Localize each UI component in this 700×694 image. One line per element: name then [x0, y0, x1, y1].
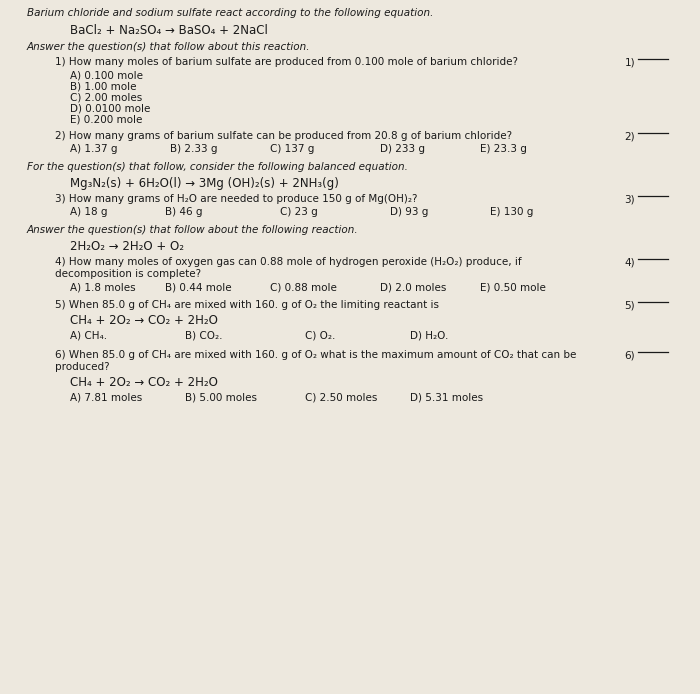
Text: A) 7.81 moles: A) 7.81 moles	[70, 392, 142, 402]
Text: B) 46 g: B) 46 g	[165, 207, 202, 217]
Text: D) 233 g: D) 233 g	[380, 144, 425, 154]
Text: D) 5.31 moles: D) 5.31 moles	[410, 392, 483, 402]
Text: 3): 3)	[624, 194, 635, 204]
Text: D) 0.0100 mole: D) 0.0100 mole	[70, 103, 150, 113]
Text: C) O₂.: C) O₂.	[305, 330, 335, 340]
Text: CH₄ + 2O₂ → CO₂ + 2H₂O: CH₄ + 2O₂ → CO₂ + 2H₂O	[70, 376, 218, 389]
Text: A) 0.100 mole: A) 0.100 mole	[70, 70, 143, 80]
Text: 3) How many grams of H₂O are needed to produce 150 g of Mg(OH)₂?: 3) How many grams of H₂O are needed to p…	[55, 194, 417, 204]
Text: 6) When 85.0 g of CH₄ are mixed with 160. g of O₂ what is the maximum amount of : 6) When 85.0 g of CH₄ are mixed with 160…	[55, 350, 576, 360]
Text: decomposition is complete?: decomposition is complete?	[55, 269, 201, 279]
Text: 5): 5)	[624, 300, 635, 310]
Text: B) 1.00 mole: B) 1.00 mole	[70, 81, 136, 91]
Text: B) 2.33 g: B) 2.33 g	[170, 144, 218, 154]
Text: E) 23.3 g: E) 23.3 g	[480, 144, 527, 154]
Text: A) 18 g: A) 18 g	[70, 207, 108, 217]
Text: C) 2.00 moles: C) 2.00 moles	[70, 92, 142, 102]
Text: C) 23 g: C) 23 g	[280, 207, 318, 217]
Text: 2): 2)	[624, 131, 635, 141]
Text: 1): 1)	[624, 57, 635, 67]
Text: E) 0.50 mole: E) 0.50 mole	[480, 282, 546, 292]
Text: Answer the question(s) that follow about the following reaction.: Answer the question(s) that follow about…	[27, 225, 358, 235]
Text: C) 137 g: C) 137 g	[270, 144, 314, 154]
Text: D) 2.0 moles: D) 2.0 moles	[380, 282, 447, 292]
Text: E) 0.200 mole: E) 0.200 mole	[70, 114, 142, 124]
Text: E) 130 g: E) 130 g	[490, 207, 533, 217]
Text: D) H₂O.: D) H₂O.	[410, 330, 449, 340]
Text: A) 1.37 g: A) 1.37 g	[70, 144, 118, 154]
Text: Mg₃N₂(s) + 6H₂O(l) → 3Mg (OH)₂(s) + 2NH₃(g): Mg₃N₂(s) + 6H₂O(l) → 3Mg (OH)₂(s) + 2NH₃…	[70, 177, 339, 190]
Text: B) 5.00 moles: B) 5.00 moles	[185, 392, 257, 402]
Text: 4) How many moles of oxygen gas can 0.88 mole of hydrogen peroxide (H₂O₂) produc: 4) How many moles of oxygen gas can 0.88…	[55, 257, 522, 267]
Text: For the question(s) that follow, consider the following balanced equation.: For the question(s) that follow, conside…	[27, 162, 408, 172]
Text: 2H₂O₂ → 2H₂O + O₂: 2H₂O₂ → 2H₂O + O₂	[70, 240, 184, 253]
Text: BaCl₂ + Na₂SO₄ → BaSO₄ + 2NaCl: BaCl₂ + Na₂SO₄ → BaSO₄ + 2NaCl	[70, 24, 268, 37]
Text: 6): 6)	[624, 350, 635, 360]
Text: produced?: produced?	[55, 362, 110, 372]
Text: A) CH₄.: A) CH₄.	[70, 330, 107, 340]
Text: B) CO₂.: B) CO₂.	[185, 330, 223, 340]
Text: A) 1.8 moles: A) 1.8 moles	[70, 282, 136, 292]
Text: B) 0.44 mole: B) 0.44 mole	[165, 282, 232, 292]
Text: CH₄ + 2O₂ → CO₂ + 2H₂O: CH₄ + 2O₂ → CO₂ + 2H₂O	[70, 314, 218, 327]
Text: C) 0.88 mole: C) 0.88 mole	[270, 282, 337, 292]
Text: C) 2.50 moles: C) 2.50 moles	[305, 392, 377, 402]
Text: 2) How many grams of barium sulfate can be produced from 20.8 g of barium chlori: 2) How many grams of barium sulfate can …	[55, 131, 512, 141]
Text: Answer the question(s) that follow about this reaction.: Answer the question(s) that follow about…	[27, 42, 311, 52]
Text: Barium chloride and sodium sulfate react according to the following equation.: Barium chloride and sodium sulfate react…	[27, 8, 433, 18]
Text: 1) How many moles of barium sulfate are produced from 0.100 mole of barium chlor: 1) How many moles of barium sulfate are …	[55, 57, 518, 67]
Text: 5) When 85.0 g of CH₄ are mixed with 160. g of O₂ the limiting reactant is: 5) When 85.0 g of CH₄ are mixed with 160…	[55, 300, 439, 310]
Text: D) 93 g: D) 93 g	[390, 207, 428, 217]
Text: 4): 4)	[624, 257, 635, 267]
